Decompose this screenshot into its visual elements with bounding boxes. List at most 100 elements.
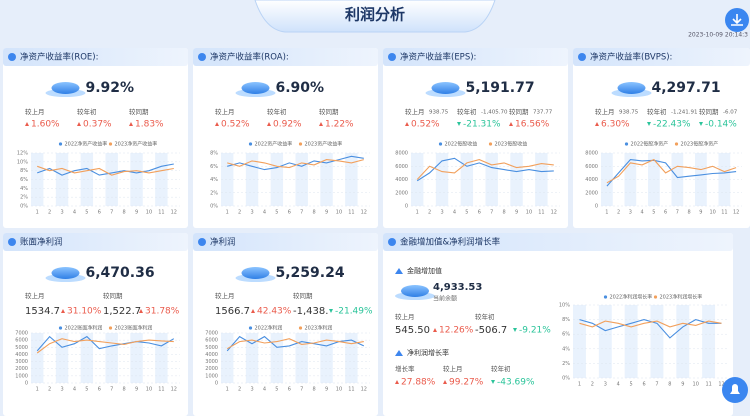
x-tick-label: 6 (478, 210, 481, 216)
legend-label: 2023净资产收益率 (115, 141, 158, 148)
page-title: 利润分析 (345, 6, 405, 24)
y-tick-label: 8000 (395, 151, 408, 157)
x-tick-label: 4 (453, 210, 456, 216)
compare-label: 较年初 (475, 312, 495, 321)
column-band (345, 153, 358, 206)
x-tick-label: 3 (250, 387, 253, 393)
x-tick-label: 10 (336, 210, 342, 216)
x-tick-label: 3 (60, 387, 63, 393)
y-tick-label: 5000 (205, 345, 218, 351)
panel-icon (388, 53, 396, 61)
x-tick-label: 8 (688, 210, 691, 216)
coin-icon (401, 285, 429, 297)
y-tick-label: 0% (210, 204, 218, 210)
legend-label: 2022账面净利润 (65, 325, 103, 332)
y-tick-label: 3000 (205, 359, 218, 365)
panel-icon (198, 238, 206, 246)
column-band (598, 305, 612, 378)
compare-label: 较年初 (267, 107, 287, 116)
y-tick-label: 0 (405, 204, 408, 210)
change-value: 31.78% (145, 307, 180, 317)
y-tick-label: 2000 (585, 190, 598, 196)
x-tick-label: 4 (73, 210, 76, 216)
change-value: 1.22% (325, 120, 354, 130)
x-tick-label: 3 (629, 210, 632, 216)
compare-label: 较上月 (443, 364, 463, 373)
column-band (270, 333, 284, 383)
x-tick-label: 3 (604, 382, 607, 388)
x-tick-label: 2 (238, 210, 241, 216)
x-tick-label: 6 (642, 382, 645, 388)
panel-title: 净资产收益率(EPS): (400, 52, 476, 63)
x-tick-label: 4 (263, 387, 266, 393)
compare-amount: 1534.7 (25, 306, 60, 317)
compare-amount: -506.7 (475, 325, 507, 336)
y-tick-label: 5000 (15, 345, 28, 351)
main-value: 6.90% (276, 80, 325, 96)
x-tick-label: 3 (250, 210, 253, 216)
change-arrow (699, 122, 703, 126)
line-series (36, 338, 174, 354)
y-tick-label: 6000 (395, 164, 408, 170)
change-value: 1.60% (31, 120, 60, 130)
panel-header (193, 48, 378, 66)
change-arrow (433, 328, 437, 332)
x-tick-label: 11 (158, 387, 164, 393)
x-tick-label: 9 (699, 210, 702, 216)
x-tick-label: 12 (551, 210, 557, 216)
change-value: 1.83% (135, 120, 164, 130)
legend-dot (653, 295, 658, 299)
legend-dot (108, 326, 113, 330)
x-tick-label: 5 (275, 210, 278, 216)
x-tick-label: 8 (313, 210, 316, 216)
main-value: 9.92% (86, 80, 135, 96)
x-tick-label: 10 (146, 387, 152, 393)
x-tick-label: 4 (641, 210, 644, 216)
change-value: 31.10% (67, 307, 102, 317)
change-arrow (329, 309, 333, 313)
legend-dot (58, 326, 63, 330)
legend-dot (58, 142, 63, 146)
column-band (702, 305, 716, 378)
x-tick-label: 5 (652, 210, 655, 216)
change-arrow (319, 122, 323, 126)
change-value: 0.37% (83, 120, 112, 130)
y-tick-label: 3000 (15, 359, 28, 365)
change-arrow (457, 122, 461, 126)
y-tick-label: 1000 (15, 373, 28, 379)
compare-label: 较同期 (103, 291, 123, 300)
timestamp: 2023-10-09 20:14:3 (688, 32, 748, 39)
panel-header (3, 48, 188, 66)
panel-header (383, 233, 733, 251)
y-tick-label: 6% (562, 332, 570, 338)
y-tick-label: 2000 (205, 366, 218, 372)
change-arrow (61, 309, 65, 313)
y-tick-label: 2% (20, 195, 28, 201)
x-tick-label: 11 (705, 382, 711, 388)
panel (383, 233, 733, 416)
column-band (345, 333, 358, 383)
column-band (130, 333, 143, 383)
x-tick-label: 12 (733, 210, 739, 216)
column-band (221, 333, 234, 383)
x-tick-label: 5 (465, 210, 468, 216)
line-series (226, 338, 364, 350)
x-tick-label: 6 (288, 210, 291, 216)
column-band (155, 153, 168, 206)
line-series (37, 163, 174, 176)
x-tick-label: 11 (348, 210, 354, 216)
y-tick-label: 4% (20, 186, 28, 192)
panel-title: 净资产收益率(ROE): (20, 52, 98, 63)
x-tick-label: 7 (676, 210, 679, 216)
download-icon (731, 14, 743, 26)
x-tick-label: 4 (73, 387, 76, 393)
change-arrow (267, 122, 271, 126)
main-value: 6,470.36 (86, 265, 155, 281)
x-tick-label: 5 (85, 387, 88, 393)
column-band (245, 333, 259, 383)
legend-dot (603, 295, 608, 299)
panel-icon (198, 53, 206, 61)
panel-title: 金融增加值&净利润增长率 (400, 237, 501, 248)
column-band (105, 333, 118, 383)
